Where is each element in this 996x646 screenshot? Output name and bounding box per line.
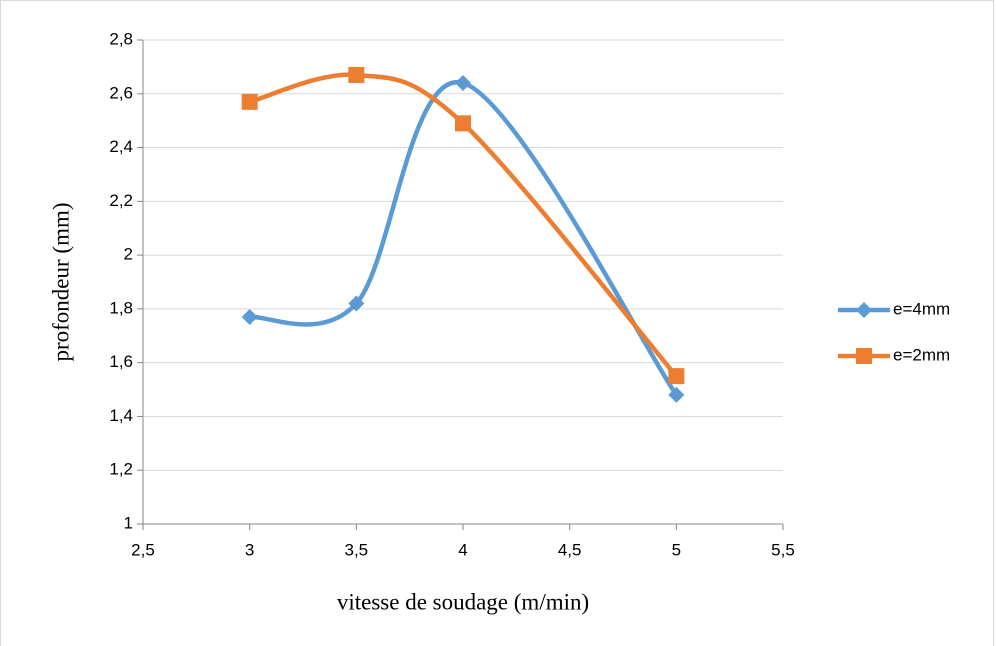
legend-label: e=4mm bbox=[893, 299, 950, 318]
y-tick-label: 2,4 bbox=[109, 137, 133, 156]
data-point bbox=[455, 115, 471, 132]
x-tick-label: 4 bbox=[458, 540, 467, 559]
data-point bbox=[348, 66, 365, 83]
y-tick-label: 2,6 bbox=[109, 83, 133, 102]
y-tick-label: 1,6 bbox=[109, 352, 133, 371]
x-tick-label: 2,5 bbox=[131, 540, 155, 559]
y-tick-label: 2,2 bbox=[109, 191, 133, 210]
y-tick-label: 1,4 bbox=[109, 406, 133, 425]
legend-marker bbox=[856, 348, 872, 364]
y-tick-label: 1,8 bbox=[109, 298, 133, 317]
x-axis-title: vitesse de soudage (m/min) bbox=[337, 589, 589, 614]
x-tick-label: 4,5 bbox=[558, 540, 582, 559]
legend-label: e=2mm bbox=[893, 345, 950, 364]
data-point bbox=[241, 93, 258, 110]
y-tick-label: 1 bbox=[124, 513, 133, 532]
x-tick-label: 3 bbox=[245, 540, 254, 559]
series-line bbox=[249, 80, 679, 397]
data-point bbox=[241, 308, 258, 325]
data-point bbox=[668, 368, 685, 385]
x-tick-label: 5 bbox=[672, 540, 681, 559]
x-tick-label: 5,5 bbox=[771, 540, 795, 559]
data-point bbox=[348, 295, 365, 312]
x-tick-label: 3,5 bbox=[345, 540, 369, 559]
data-point bbox=[668, 386, 685, 403]
y-tick-label: 1,2 bbox=[109, 460, 133, 479]
legend-marker bbox=[856, 302, 872, 318]
series-line bbox=[249, 72, 679, 378]
y-axis-title: profondeur (mm) bbox=[48, 202, 73, 361]
y-tick-label: 2,8 bbox=[109, 29, 133, 48]
y-tick-label: 2 bbox=[124, 245, 133, 264]
data-point bbox=[455, 75, 471, 92]
